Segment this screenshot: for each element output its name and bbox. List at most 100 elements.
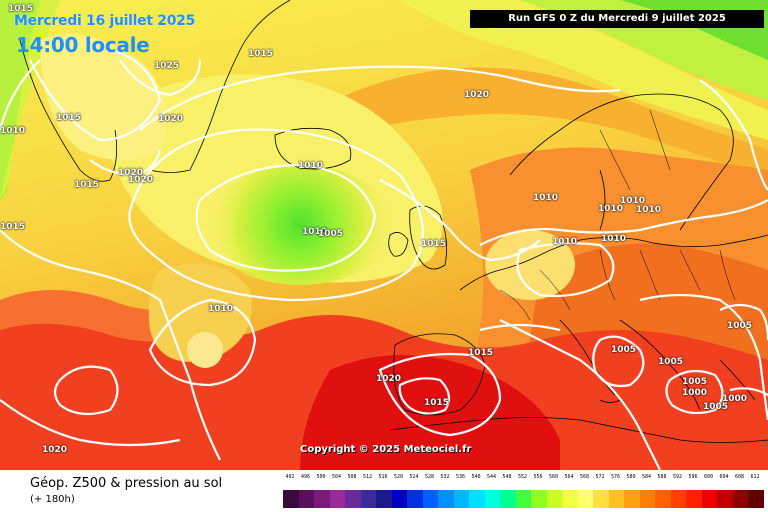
isobar-1015-ring	[128, 128, 424, 302]
color-scale-tick: 556	[533, 474, 543, 480]
isobar-label: 1015	[56, 113, 82, 123]
isobar-label: 1010	[601, 234, 627, 244]
color-scale-swatch	[546, 490, 563, 508]
isobar-1010-low	[195, 163, 377, 272]
color-scale-swatch	[624, 490, 640, 508]
isobar-label: 1015	[8, 4, 34, 14]
color-scale-swatch	[593, 490, 609, 508]
coastlines	[19, 0, 768, 443]
color-scale-tick: 608	[734, 474, 745, 480]
z500-low-center	[205, 165, 395, 285]
isobar-label: 1005	[727, 321, 753, 331]
isobar-1010-ne	[699, 79, 768, 191]
color-scale-swatch	[298, 490, 315, 508]
color-scale-tick: 588	[657, 474, 667, 480]
coast-iceland	[274, 127, 352, 170]
color-scale-swatch	[500, 490, 516, 508]
color-scale-swatch	[670, 490, 687, 508]
isobar-label: 1015	[0, 222, 26, 232]
z500-band-orange-north	[300, 67, 768, 180]
color-scale-tick: 612	[750, 474, 760, 480]
color-scale-swatch	[329, 490, 346, 508]
isobar-label: 1015	[424, 398, 450, 408]
z500-band-pale-benelux	[485, 230, 575, 300]
isobar-1010-atlantic	[148, 298, 257, 387]
isobar-label: 1015	[248, 49, 274, 59]
color-scale-swatch	[562, 490, 578, 508]
coast-iberia	[393, 333, 486, 416]
color-scale-swatch	[407, 490, 423, 508]
color-scale-tick: 528	[424, 474, 435, 480]
isobar-label: 1005	[682, 377, 708, 387]
z500-band-yellow-ne	[400, 0, 768, 140]
color-scale-tick: 492	[285, 474, 295, 480]
isobar-label: 1010	[0, 126, 26, 136]
isobar-label: 1020	[42, 445, 68, 455]
isobar-1010-europe	[479, 199, 768, 246]
z500-band-light-blob	[187, 332, 223, 368]
isobar-1015-se	[479, 323, 561, 332]
isobar-1010-med	[499, 319, 661, 470]
color-scale-tick: 572	[595, 474, 605, 480]
coast-north-africa	[389, 417, 768, 443]
color-scale-tick: 604	[719, 474, 729, 480]
copyright-notice: Copyright © 2025 Meteociel.fr	[300, 444, 472, 455]
color-scale-tick: 532	[440, 474, 450, 480]
isobar-label: 1000	[722, 394, 748, 404]
color-scale-tick: 512	[362, 474, 373, 480]
isobar-label: 1010	[302, 227, 328, 237]
color-scale-tick: 520	[393, 474, 404, 480]
isobar-label: 1010	[598, 204, 624, 214]
isobar-label: 1020	[128, 175, 154, 185]
color-scale-tick: 500	[316, 474, 326, 480]
color-scale-tick: 496	[300, 474, 311, 480]
map-canvas	[0, 0, 768, 470]
color-scale-tick: 600	[703, 474, 714, 480]
color-scale-tick: 536	[455, 474, 466, 480]
isobar-1015-greenland	[29, 48, 162, 142]
color-scale-tick: 504	[331, 474, 342, 480]
forecast-lead-time: (+ 180h)	[30, 494, 75, 505]
isobars	[0, 48, 768, 470]
color-scale-swatch	[376, 490, 392, 508]
coast-balkans	[619, 319, 756, 411]
map-legend-title: Géop. Z500 & pression au sol	[30, 476, 223, 491]
color-scale-tick: 548	[502, 474, 512, 480]
color-scale-swatch	[438, 490, 454, 508]
isobar-label: 1005	[703, 402, 729, 412]
isobar-1010-se	[639, 293, 768, 421]
isobar-1015-europe	[379, 179, 541, 262]
coast-british-isles	[388, 205, 448, 270]
isobar-1005-east	[719, 303, 768, 341]
color-scale-tick: 544	[486, 474, 497, 480]
isobar-label: 1005	[658, 357, 684, 367]
color-scale-tick: 552	[517, 474, 528, 480]
color-scale-swatch	[686, 490, 702, 508]
isobar-1020-sw	[0, 399, 181, 447]
color-scale-swatch	[531, 490, 547, 508]
isobar-1025-greenland	[119, 59, 202, 97]
isobar-1010-west	[0, 59, 41, 131]
forecast-time: 14:00 locale	[16, 33, 150, 57]
isobar-label: 1015	[468, 348, 494, 358]
color-scale-tick: 568	[579, 474, 590, 480]
z500-band-lightgreen-west	[0, 0, 60, 200]
isobar-label: 1020	[464, 90, 490, 100]
color-scale-swatch	[577, 490, 594, 508]
isobar-1005-greece	[665, 369, 724, 415]
map-footer: Géop. Z500 & pression au sol (+ 180h) 49…	[0, 470, 768, 512]
color-scale-swatch	[717, 490, 733, 508]
isobar-label: 1000	[682, 388, 708, 398]
coast-scandinavia	[509, 93, 734, 231]
isobar-1015-iberia	[378, 352, 502, 437]
color-scale-tick: 584	[641, 474, 652, 480]
isobar-1020-north	[139, 65, 621, 131]
z500-band-green-west	[0, 0, 40, 200]
color-scale-swatch	[639, 490, 656, 508]
isobar-label: 1020	[376, 374, 402, 384]
color-scale-swatch	[345, 490, 361, 508]
run-info-banner: Run GFS 0 Z du Mercredi 9 juillet 2025	[470, 10, 764, 28]
color-scale-swatch	[608, 490, 625, 508]
isobar-label: 1015	[74, 180, 100, 190]
isobar-label: 1010	[636, 205, 662, 215]
